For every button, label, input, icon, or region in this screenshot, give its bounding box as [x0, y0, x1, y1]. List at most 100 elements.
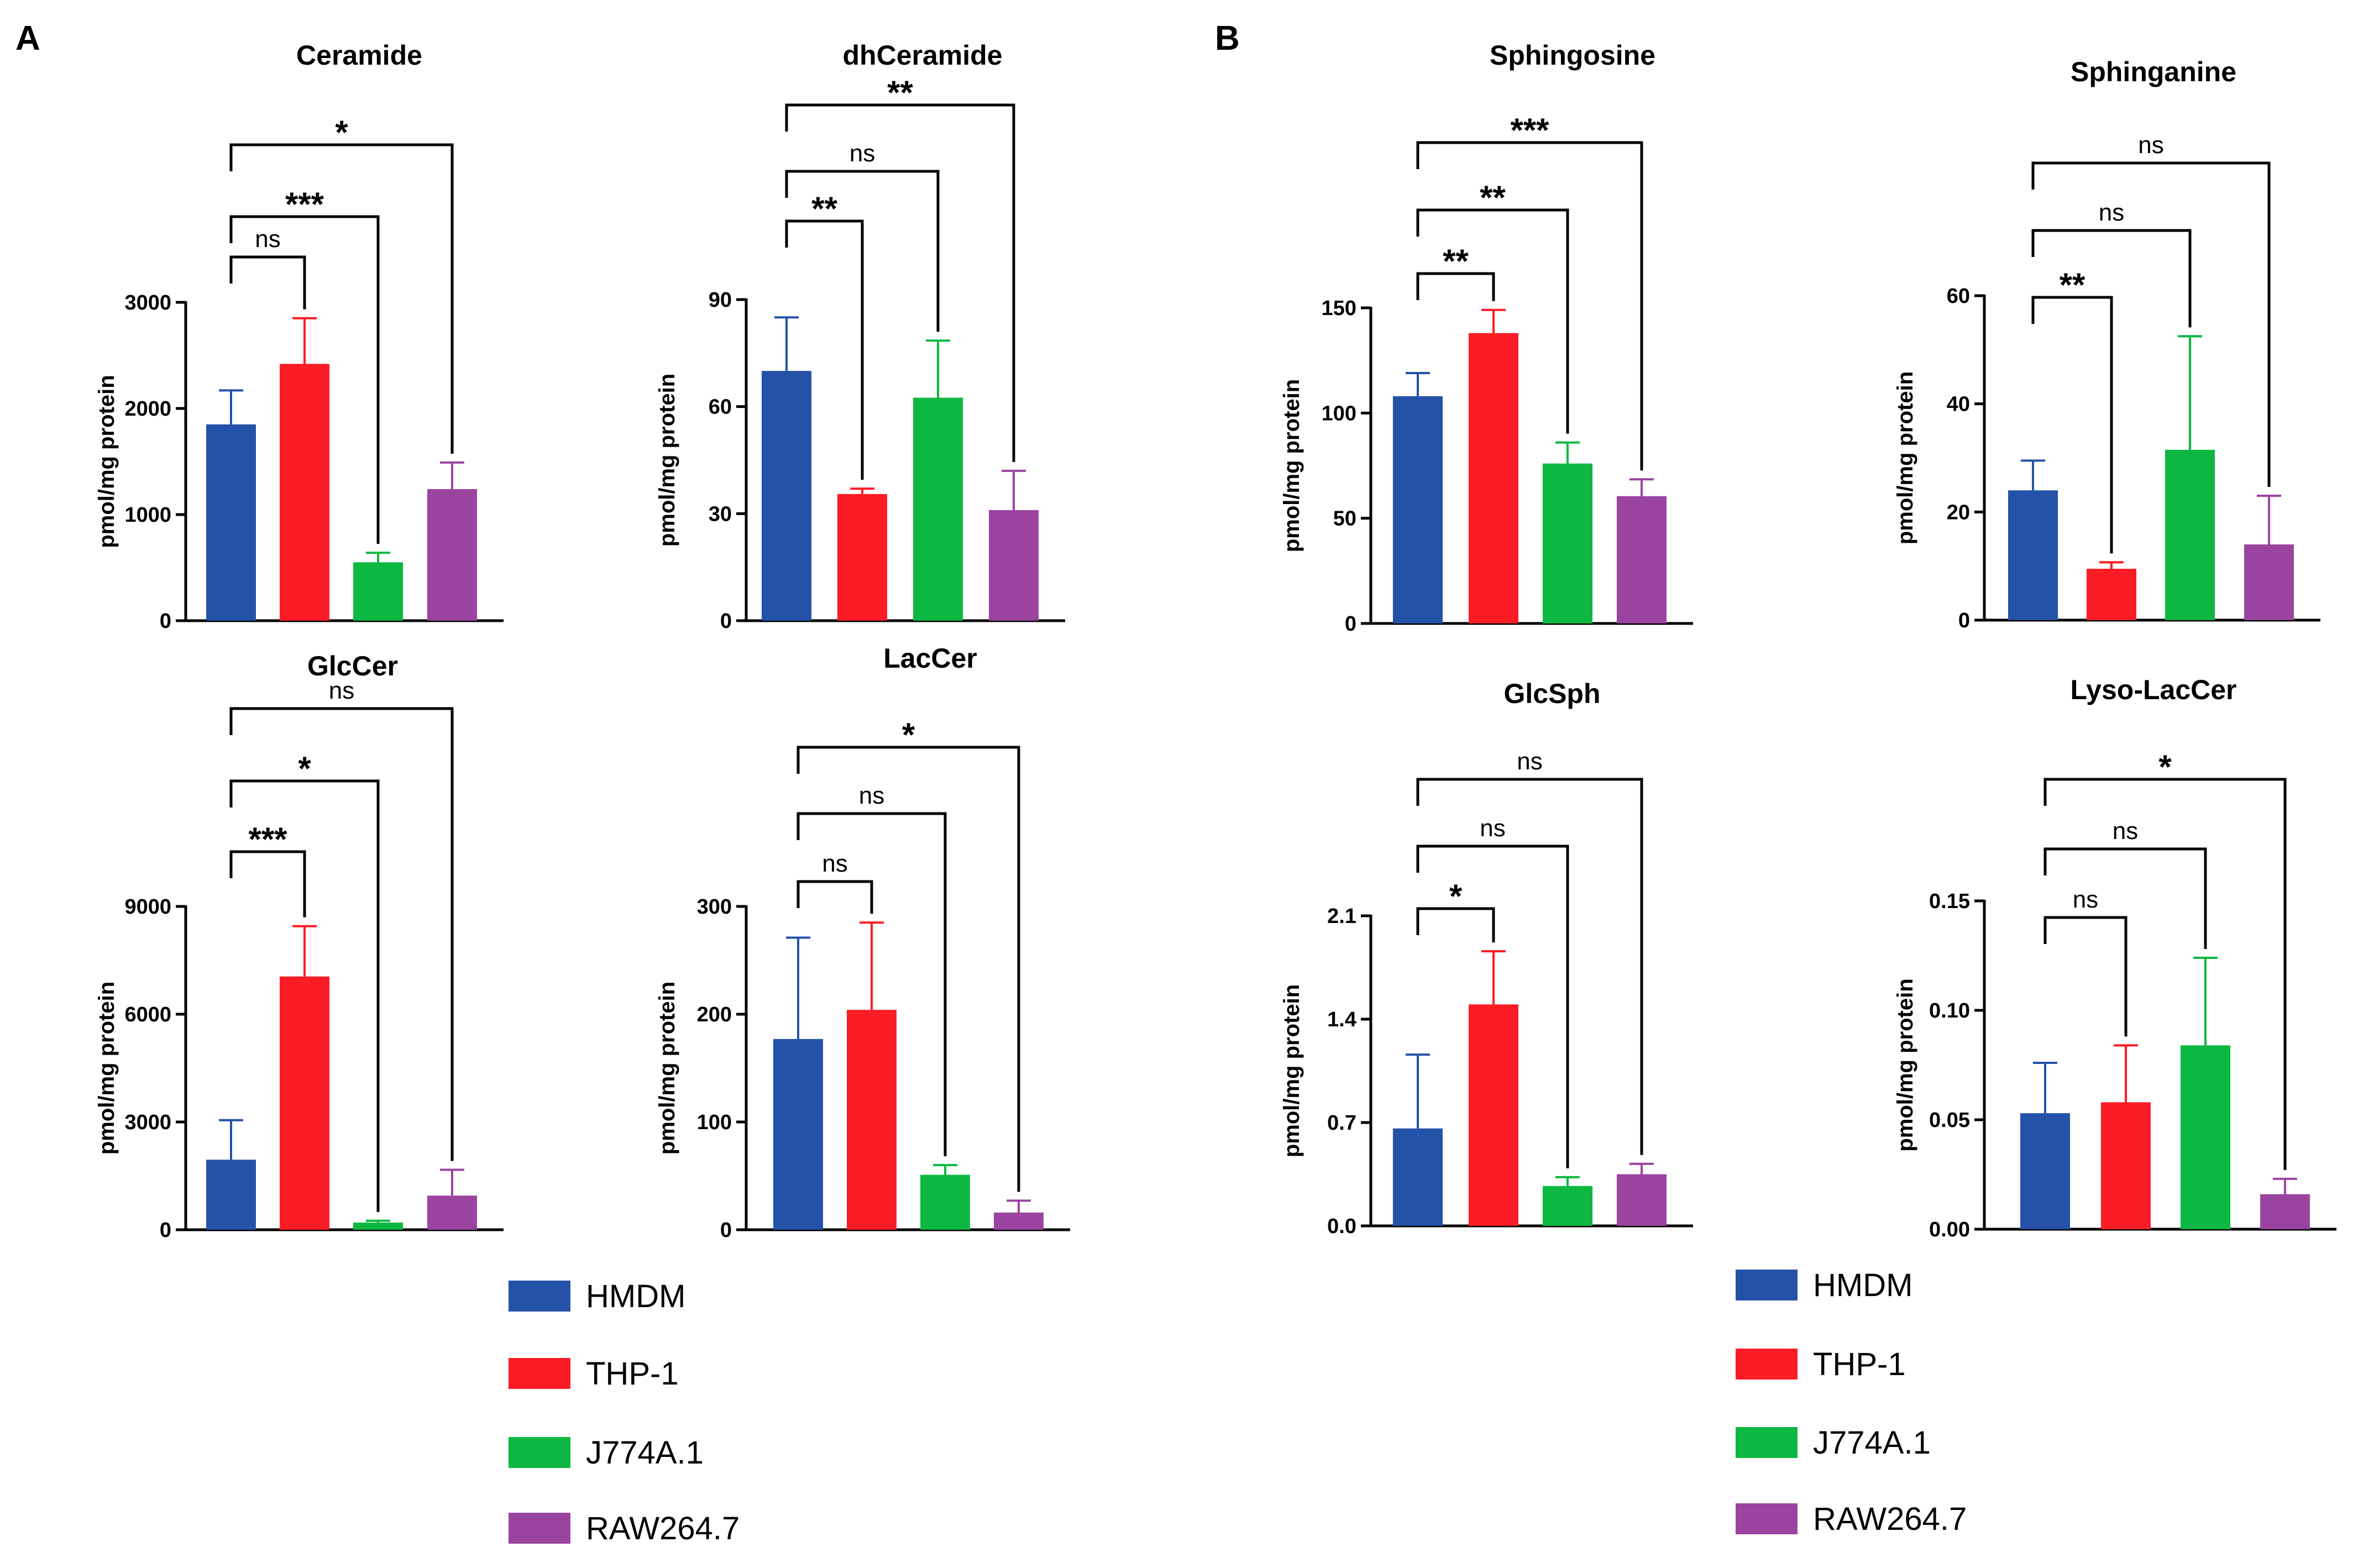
significance-label: ns: [2099, 199, 2124, 226]
bar-hmdm: [1393, 1128, 1443, 1226]
significance-bracket: [1416, 907, 1495, 943]
significance-bracket: [229, 707, 454, 1161]
legend-swatch-raw264-7: [1736, 1503, 1798, 1534]
y-tick-label: 9000: [124, 895, 171, 919]
y-tick-label: 0.7: [1327, 1111, 1356, 1135]
y-tick-label: 60: [709, 396, 732, 419]
significance-label: ns: [850, 140, 875, 167]
bar-raw264-7: [1617, 496, 1667, 623]
bar-thp-1: [280, 976, 329, 1230]
y-tick-label: 1000: [124, 504, 171, 527]
significance-bracket: [229, 255, 306, 310]
significance-bracket: [1416, 141, 1643, 471]
y-tick-label: 0.05: [1929, 1109, 1970, 1132]
legend-swatch-j774a-1: [509, 1437, 570, 1468]
y-tick-label: 2.1: [1327, 905, 1356, 928]
chart-title: Ceramide: [296, 40, 422, 71]
chart-sphinganine: Sphinganine pmol/mg protein 0 20 40 60 ** ns ns: [1893, 56, 2320, 632]
bar-thp-1: [837, 494, 887, 621]
y-axis-label: pmol/mg protein: [1893, 978, 1917, 1151]
bar-hmdm: [762, 371, 811, 621]
chart-title: Sphinganine: [2071, 56, 2236, 87]
significance-label: ns: [2113, 817, 2138, 845]
y-axis-label: pmol/mg protein: [655, 982, 679, 1155]
bar-thp-1: [847, 1010, 897, 1230]
chart-title: Sphingosine: [1490, 40, 1655, 71]
panel-letter-a: A: [15, 19, 40, 57]
y-tick-label: 300: [697, 895, 732, 919]
bar-hmdm: [206, 1160, 256, 1230]
significance-label: ***: [248, 821, 287, 858]
significance-label: ***: [1510, 112, 1549, 149]
bar-thp-1: [1469, 1004, 1518, 1226]
bar-hmdm: [1393, 396, 1443, 623]
significance-bracket: [1416, 845, 1569, 1168]
significance-label: *: [1449, 878, 1463, 915]
bar-hmdm: [2020, 1113, 2070, 1229]
bar-j774a-1: [2165, 449, 2215, 620]
y-tick-label: 0: [1958, 609, 1970, 632]
legend-swatch-thp-1: [1736, 1349, 1798, 1380]
significance-bracket: [1416, 272, 1495, 301]
significance-bracket: [785, 219, 864, 480]
y-tick-label: 0.0: [1327, 1215, 1356, 1238]
significance-label: ns: [822, 850, 847, 877]
legend-label-hmdm: HMDM: [586, 1278, 685, 1314]
y-tick-label: 50: [1333, 507, 1356, 531]
y-tick-label: 0: [160, 1219, 171, 1242]
significance-label: ***: [285, 186, 324, 223]
significance-label: ns: [255, 226, 280, 253]
y-tick-label: 30: [709, 502, 732, 526]
bar-raw264-7: [2244, 544, 2294, 620]
significance-bracket: [2043, 916, 2128, 1037]
significance-label: ns: [1480, 815, 1505, 842]
y-tick-label: 0.15: [1929, 890, 1970, 913]
significance-bracket: [229, 850, 306, 917]
significance-bracket: [229, 143, 454, 454]
y-tick-label: 6000: [124, 1003, 171, 1026]
bar-thp-1: [280, 364, 329, 621]
bar-hmdm: [206, 424, 256, 621]
y-tick-label: 0: [720, 1219, 732, 1242]
y-tick-label: 100: [697, 1111, 732, 1134]
bar-thp-1: [2101, 1102, 2151, 1229]
y-tick-label: 150: [1322, 297, 1356, 320]
chart-title: dhCeramide: [843, 40, 1003, 71]
y-tick-label: 0: [1345, 612, 1356, 636]
legend-swatch-raw264-7: [509, 1513, 570, 1544]
chart-title: LacCer: [883, 643, 977, 674]
chart-lyso-laccer: Lyso-LacCer pmol/mg protein 0.00 0.05 0.10 0.…: [1893, 674, 2336, 1241]
bar-j774a-1: [353, 562, 403, 621]
bar-raw264-7: [427, 489, 477, 621]
panel-letter-b: B: [1215, 19, 1240, 57]
y-tick-label: 3000: [124, 1111, 171, 1134]
y-tick-label: 100: [1322, 402, 1356, 425]
y-tick-label: 0.00: [1929, 1218, 1970, 1241]
bar-raw264-7: [2260, 1194, 2310, 1229]
significance-label: **: [811, 190, 837, 227]
significance-bracket: [2031, 296, 2113, 554]
chart-title: Lyso-LacCer: [2070, 674, 2236, 705]
significance-bracket: [229, 779, 380, 1212]
bar-j774a-1: [913, 397, 963, 621]
legend-label-raw264-7: RAW264.7: [586, 1511, 740, 1546]
significance-bracket: [229, 215, 380, 544]
y-tick-label: 200: [697, 1003, 732, 1026]
y-axis-label: pmol/mg protein: [1893, 371, 1917, 544]
significance-label: ns: [2138, 132, 2163, 159]
bar-raw264-7: [1617, 1174, 1667, 1226]
legend-label-thp-1: THP-1: [586, 1356, 679, 1392]
y-axis-label: pmol/mg protein: [1280, 984, 1304, 1157]
significance-label: **: [1443, 243, 1469, 280]
legend-a: HMDM THP-1 J774A.1 RAW264.7: [509, 1278, 740, 1546]
significance-bracket: [2043, 778, 2287, 1170]
legend-label-j774a-1: J774A.1: [1813, 1425, 1931, 1461]
legend-label-thp-1: THP-1: [1813, 1346, 1906, 1382]
significance-bracket: [2031, 161, 2271, 487]
legend-swatch-thp-1: [509, 1358, 570, 1389]
bar-thp-1: [1469, 333, 1518, 623]
